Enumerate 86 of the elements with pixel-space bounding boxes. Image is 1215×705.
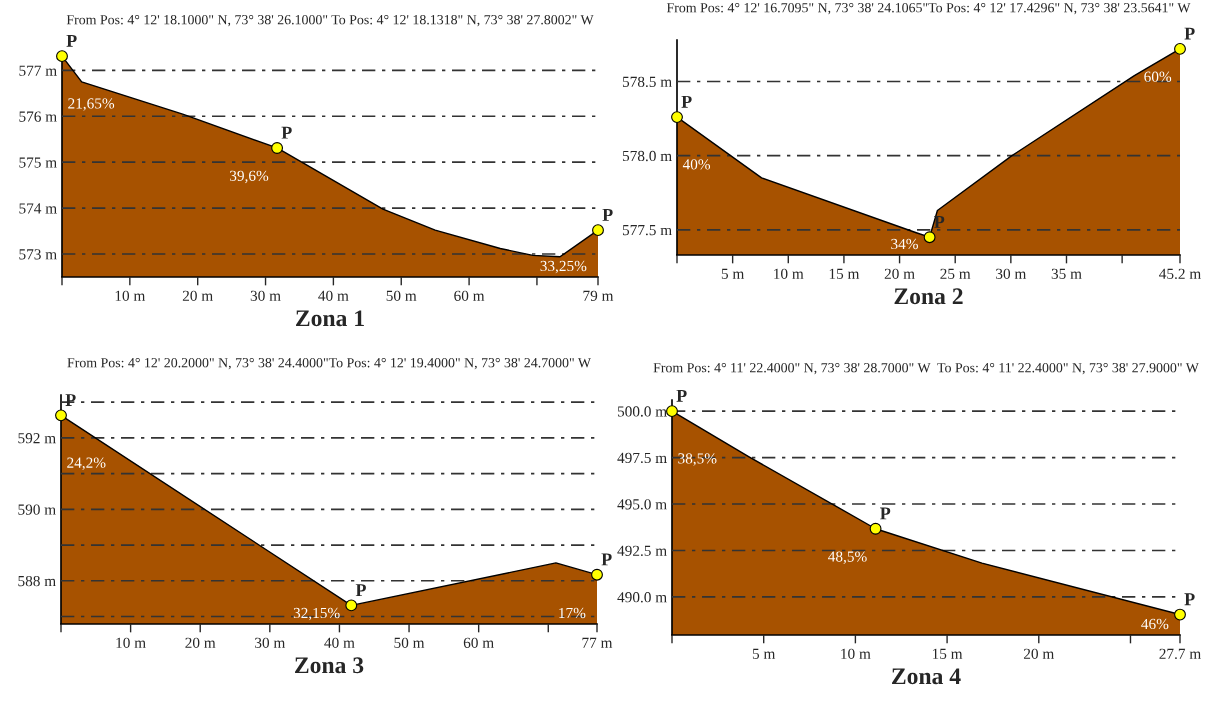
x-tick-label: 15 m [932, 648, 963, 659]
annotation: 34% [891, 238, 918, 250]
x-tick-label: 79 m [583, 290, 614, 301]
x-tick-label: 10 m [774, 268, 804, 279]
point [869, 522, 882, 535]
point [923, 231, 936, 244]
chart-title: From Pos: 4° 12' 16.7095" N, 73° 38' 24.1065"To Pos: 4° 12' 17.4296" N, 73° 38' 23.5641" W [666, 2, 1191, 15]
annotation: 32,15% [293, 607, 340, 621]
y-tick-label: 495.0 m [617, 499, 667, 510]
annotation: 46% [1141, 618, 1169, 630]
x-tick-label: 10 m [115, 290, 146, 301]
annotation: 17% [559, 607, 586, 619]
x-tick-label: 10 m [841, 648, 871, 659]
data-label: P [601, 553, 612, 566]
point [55, 409, 67, 422]
annotation: 60% [1144, 71, 1172, 82]
y-tick-label: 592 m [18, 433, 56, 444]
data-label: P [1184, 593, 1195, 606]
y-tick-label: 497.5 m [617, 452, 667, 464]
point [591, 568, 603, 581]
annotation: 33,25% [540, 260, 587, 274]
x-tick-label: 20 m [884, 268, 915, 279]
data-label: P [880, 507, 891, 520]
data-label: P [681, 95, 692, 108]
data-label: P [676, 389, 687, 402]
point [666, 405, 678, 418]
data-label: P [602, 208, 613, 221]
point [345, 599, 358, 612]
x-tick-label: 77 m [582, 637, 613, 648]
annotation: 38,5% [678, 453, 717, 466]
x-tick-label: 60 m [454, 290, 485, 301]
y-tick-label: 578.5 m [622, 76, 672, 88]
y-tick-label: 573 m [19, 249, 57, 260]
data-label: P [1184, 27, 1195, 40]
point [592, 224, 604, 237]
x-tick-label: 10 m [116, 637, 146, 648]
x-tick-label: 30 m [255, 637, 286, 648]
x-tick-label: 40 m [324, 637, 355, 648]
x-tick-label: 20 m [182, 290, 213, 301]
data-label: P [66, 34, 77, 47]
point [271, 142, 284, 154]
x-axis-title: Zona 1 [296, 310, 364, 327]
x-axis-title: Zona 2 [894, 288, 963, 305]
point [56, 50, 68, 63]
x-tick-label: 20 m [1023, 648, 1055, 659]
x-tick-label: 60 m [463, 637, 494, 648]
x-axis-title: Zona 3 [295, 657, 364, 674]
chart-title: From Pos: 4° 12' 20.2000" N, 73° 38' 24.4000"To Pos: 4° 12' 19.4000" N, 73° 38' 24.7000" W [67, 357, 591, 370]
x-tick-label: 50 m [394, 637, 425, 648]
y-tick-label: 588 m [18, 575, 56, 587]
y-tick-label: 574 m [19, 203, 57, 214]
x-tick-label: 15 m [829, 268, 860, 279]
x-tick-label: 30 m [996, 268, 1027, 279]
x-tick-label: 45.2 m [1159, 268, 1201, 280]
annotation: 39,6% [230, 170, 269, 184]
data-label: P [934, 215, 945, 228]
x-tick-label: 30 m [250, 290, 281, 301]
y-tick-label: 590 m [18, 504, 56, 515]
x-tick-label: 50 m [386, 290, 417, 301]
data-label: P [281, 126, 292, 139]
x-tick-label: 35 m [1051, 268, 1082, 279]
y-tick-label: 490.0 m [617, 592, 667, 603]
y-tick-label: 577.5 m [622, 225, 672, 236]
x-tick-label: 20 m [185, 637, 216, 648]
x-tick-label: 5 m [752, 648, 776, 659]
y-tick-label: 577 m [19, 65, 57, 76]
y-tick-label: 575 m [19, 157, 57, 168]
x-tick-label: 40 m [318, 290, 349, 301]
x-tick-label: 5 m [721, 268, 745, 279]
x-tick-label: 25 m [940, 268, 971, 279]
point [1174, 608, 1186, 621]
annotation: 21,65% [68, 98, 115, 111]
data-label: P [355, 584, 366, 597]
annotation: 24,2% [67, 457, 106, 470]
annotation: 40% [682, 159, 711, 170]
y-tick-label: 492.5 m [617, 545, 667, 556]
chart-title: From Pos: 4° 12' 18.1000" N, 73° 38' 26.1000" To Pos: 4° 12' 18.1318" N, 73° 38' 27.8002" W [66, 14, 594, 27]
y-tick-label: 500.0 m [617, 406, 667, 417]
annotation: 48,5% [828, 551, 867, 564]
y-tick-label: 576 m [19, 111, 57, 122]
y-tick-label: 578.0 m [622, 150, 672, 162]
x-tick-label: 27.7 m [1159, 648, 1201, 660]
x-axis-title: Zona 4 [892, 668, 961, 685]
point [1174, 42, 1186, 55]
chart-title: From Pos: 4° 11' 22.4000" N, 73° 38' 28.7000" W To Pos: 4° 11' 22.4000" N, 73° 38' 27.9000" W [653, 362, 1199, 375]
point [671, 111, 683, 124]
